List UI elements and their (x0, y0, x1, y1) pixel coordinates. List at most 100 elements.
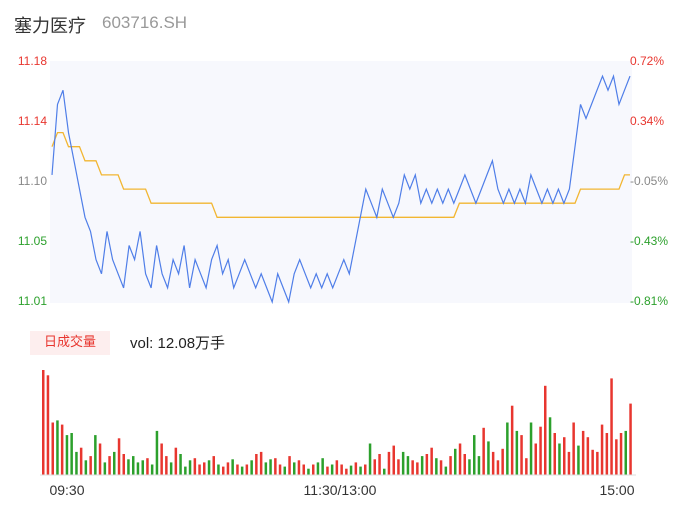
volume-bar (56, 420, 59, 475)
volume-bar (439, 460, 443, 475)
volume-bar (340, 464, 343, 475)
volume-bar (165, 456, 168, 475)
volume-bar (302, 464, 305, 475)
volume-bar (108, 456, 111, 475)
volume-bar (397, 459, 400, 476)
percent-tick-label: 0.72% (630, 54, 664, 68)
volume-bar (122, 454, 125, 475)
volume-bar (581, 430, 585, 475)
volume-bar (463, 454, 466, 475)
volume-bar (297, 460, 301, 475)
stock-name: 塞力医疗 (14, 16, 86, 37)
volume-bar (420, 456, 424, 475)
volume-bar (146, 458, 149, 475)
volume-bar (473, 435, 476, 475)
volume-bar (312, 464, 315, 475)
volume-bar (307, 468, 310, 475)
daily-volume-badge: 日成交量 (30, 331, 110, 355)
price-tick-label: 11.18 (18, 54, 47, 68)
volume-bar (411, 460, 414, 475)
volume-bar (610, 378, 613, 475)
volume-bar (515, 430, 519, 475)
volume-bar (259, 451, 263, 475)
volume-bar (482, 427, 485, 476)
volume-bar (416, 462, 419, 475)
volume-bar (198, 464, 201, 475)
percent-tick-label: -0.05% (630, 174, 668, 188)
price-line (51, 73, 631, 305)
price-plot-area (50, 61, 632, 303)
volume-bar (203, 462, 206, 475)
volume-bar (496, 460, 500, 475)
volume-bar (60, 424, 64, 475)
volume-bar (435, 458, 438, 475)
volume-bar (335, 460, 339, 475)
volume-bar (51, 422, 54, 475)
volume-bar (491, 451, 495, 475)
volume-bar (326, 466, 329, 475)
time-tick-label: 11:30/13:00 (304, 482, 377, 498)
volume-bar (591, 449, 594, 475)
volume-bar (406, 456, 410, 475)
volume-bar (264, 462, 268, 475)
volume-bar (103, 462, 107, 475)
volume-bar (245, 464, 249, 475)
price-tick-label: 11.05 (18, 234, 47, 248)
price-tick-label: 11.01 (18, 294, 47, 308)
percent-tick-label: 0.34% (630, 114, 664, 128)
volume-bar (160, 443, 163, 475)
volume-bar (558, 443, 561, 475)
volume-bar (539, 426, 542, 475)
volume-bar (255, 454, 258, 475)
volume-bar (563, 437, 566, 475)
volume-bar (283, 466, 286, 475)
time-tick-label: 09:30 (49, 482, 84, 498)
volume-bar (117, 438, 121, 476)
volume-bar (46, 375, 50, 476)
volume-bar (293, 462, 296, 475)
volume-bar (89, 456, 92, 475)
volume-bar (141, 460, 144, 475)
volume-bar (605, 433, 609, 475)
volume-bar (179, 454, 182, 475)
volume-bar (378, 454, 381, 475)
volume-bar (392, 445, 395, 475)
volume-bar (449, 456, 452, 475)
volume-bar (132, 456, 135, 475)
volume-bar (510, 405, 514, 475)
time-tick-label: 15:00 (599, 482, 634, 498)
volume-bar (207, 460, 211, 475)
volume-bar (567, 451, 571, 475)
volume-bar (226, 462, 230, 475)
volume-bar (383, 468, 386, 475)
volume-bar (79, 447, 83, 475)
volume-bars (42, 370, 632, 476)
left-axis-labels: 11.18 11.14 11.10 11.05 11.01 (18, 54, 47, 308)
volume-bar (364, 464, 367, 475)
stock-code: 603716.SH (102, 13, 188, 32)
volume-bar (430, 447, 433, 475)
volume-bar (174, 447, 178, 475)
volume-bar (193, 458, 197, 475)
volume-bar (278, 464, 282, 475)
volume-bar (188, 460, 192, 475)
volume-bar (454, 448, 457, 476)
volume-bar (94, 435, 97, 475)
volume-bar (548, 417, 552, 476)
price-tick-label: 11.14 (18, 114, 47, 128)
volume-bar (501, 448, 504, 476)
volume-bar (553, 433, 556, 475)
volume-bar (330, 464, 334, 475)
volume-bar (387, 451, 391, 475)
volume-bar (75, 451, 78, 475)
volume-bar (316, 462, 320, 475)
volume-bar (155, 430, 159, 475)
volume-bar (629, 403, 632, 475)
volume-bar (624, 430, 627, 475)
volume-bar (425, 454, 429, 475)
right-axis-labels: 0.72% 0.34% -0.05% -0.43% -0.81% (630, 54, 668, 308)
volume-bar (98, 443, 102, 475)
volume-bar (65, 435, 69, 475)
volume-bar (600, 424, 604, 475)
